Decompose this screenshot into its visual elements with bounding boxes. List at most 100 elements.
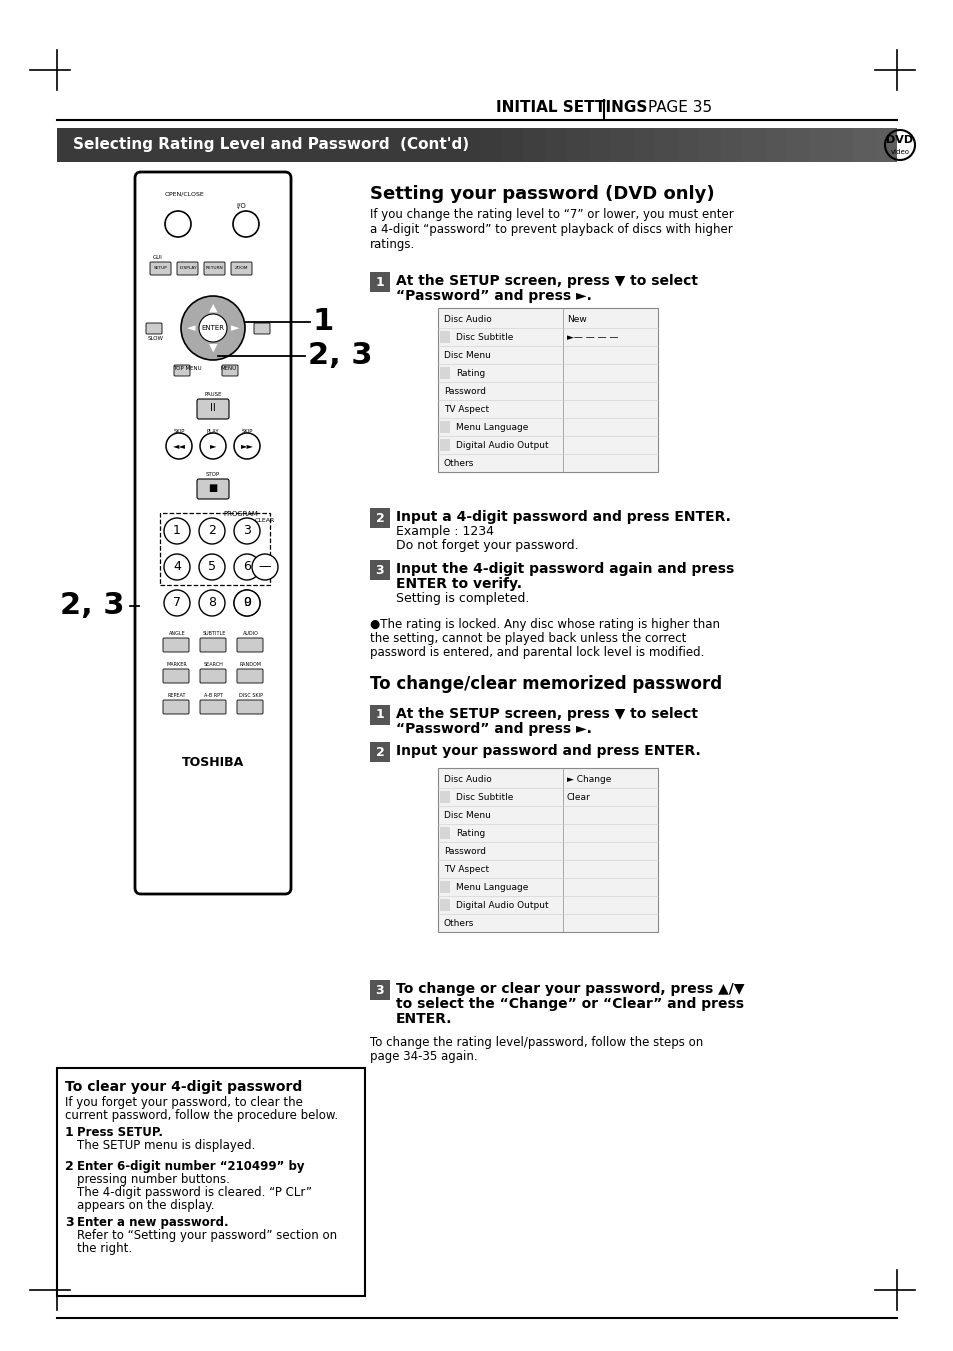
- Circle shape: [199, 554, 225, 580]
- Text: STOP: STOP: [206, 471, 220, 477]
- FancyBboxPatch shape: [135, 172, 291, 894]
- Text: Refer to “Setting your password” section on: Refer to “Setting your password” section…: [77, 1229, 336, 1242]
- Text: SKIP: SKIP: [241, 430, 253, 434]
- Text: Menu Language: Menu Language: [456, 423, 528, 431]
- FancyBboxPatch shape: [177, 262, 198, 276]
- Text: A-B RPT: A-B RPT: [204, 693, 223, 698]
- FancyBboxPatch shape: [200, 638, 226, 653]
- Text: ENTER to verify.: ENTER to verify.: [395, 577, 521, 590]
- Text: To change/clear memorized password: To change/clear memorized password: [370, 676, 721, 693]
- Text: —: —: [258, 561, 271, 574]
- Bar: [437, 308, 658, 471]
- Text: page 34-35 again.: page 34-35 again.: [370, 1050, 477, 1063]
- Text: Rating: Rating: [456, 828, 485, 838]
- Text: ANGLE: ANGLE: [169, 631, 185, 636]
- Text: Input your password and press ENTER.: Input your password and press ENTER.: [395, 744, 700, 758]
- Text: 2: 2: [375, 512, 384, 524]
- Text: Disc Menu: Disc Menu: [443, 350, 491, 359]
- Text: TV Aspect: TV Aspect: [443, 865, 489, 874]
- Text: Input the 4-digit password again and press: Input the 4-digit password again and pre…: [395, 562, 734, 576]
- Text: If you change the rating level to “7” or lower, you must enter: If you change the rating level to “7” or…: [370, 208, 733, 222]
- Circle shape: [233, 434, 260, 459]
- Bar: [160, 513, 270, 585]
- Text: CLEAR: CLEAR: [254, 517, 275, 523]
- Bar: [439, 898, 450, 911]
- FancyBboxPatch shape: [196, 399, 229, 419]
- Text: 6: 6: [243, 561, 251, 574]
- Text: To clear your 4-digit password: To clear your 4-digit password: [65, 1079, 302, 1094]
- Text: ▼: ▼: [209, 343, 217, 353]
- Bar: [852, 128, 874, 162]
- Text: At the SETUP screen, press ▼ to select: At the SETUP screen, press ▼ to select: [395, 274, 698, 288]
- Text: ▲: ▲: [209, 303, 217, 313]
- Text: ■: ■: [208, 484, 217, 493]
- Text: ►: ►: [210, 442, 216, 450]
- FancyBboxPatch shape: [200, 669, 226, 684]
- Text: the right.: the right.: [77, 1242, 132, 1255]
- Text: GUI: GUI: [152, 255, 163, 259]
- Text: SETUP: SETUP: [153, 266, 168, 270]
- Bar: [370, 742, 390, 762]
- Text: ◄◄: ◄◄: [172, 442, 185, 450]
- Bar: [742, 128, 764, 162]
- Text: ZOOM: ZOOM: [235, 266, 249, 270]
- Text: 2: 2: [208, 524, 215, 538]
- Bar: [522, 128, 544, 162]
- Text: 1: 1: [375, 708, 384, 721]
- Text: 1: 1: [375, 276, 384, 289]
- Text: The SETUP menu is displayed.: The SETUP menu is displayed.: [77, 1139, 255, 1152]
- Text: Others: Others: [443, 919, 474, 928]
- Text: PLAY: PLAY: [207, 430, 219, 434]
- Circle shape: [233, 517, 260, 544]
- Bar: [439, 827, 450, 839]
- Text: RANDOM: RANDOM: [240, 662, 262, 667]
- Text: Clear: Clear: [566, 793, 590, 801]
- Bar: [370, 272, 390, 292]
- Circle shape: [181, 296, 245, 359]
- Circle shape: [199, 313, 227, 342]
- Text: Disc Menu: Disc Menu: [443, 811, 491, 820]
- Text: INITIAL SETTINGS: INITIAL SETTINGS: [496, 100, 647, 115]
- Circle shape: [164, 517, 190, 544]
- Bar: [830, 128, 852, 162]
- Text: 3: 3: [65, 1216, 73, 1229]
- Text: Do not forget your password.: Do not forget your password.: [395, 539, 578, 553]
- Text: Others: Others: [443, 458, 474, 467]
- Text: Password: Password: [443, 847, 485, 855]
- Bar: [610, 128, 633, 162]
- FancyBboxPatch shape: [163, 700, 189, 713]
- Bar: [786, 128, 808, 162]
- Text: 2: 2: [65, 1161, 73, 1173]
- Text: MENU: MENU: [221, 366, 237, 372]
- Circle shape: [199, 590, 225, 616]
- Text: Enter 6-digit number “210499” by: Enter 6-digit number “210499” by: [77, 1161, 304, 1173]
- Text: MARKER: MARKER: [167, 662, 187, 667]
- Text: password is entered, and parental lock level is modified.: password is entered, and parental lock l…: [370, 646, 703, 659]
- Text: 2: 2: [375, 746, 384, 758]
- FancyBboxPatch shape: [173, 365, 190, 376]
- Text: appears on the display.: appears on the display.: [77, 1198, 214, 1212]
- Text: “Password” and press ►.: “Password” and press ►.: [395, 289, 591, 303]
- FancyBboxPatch shape: [196, 480, 229, 499]
- Text: The 4-digit password is cleared. “P CLr”: The 4-digit password is cleared. “P CLr”: [77, 1186, 312, 1198]
- Text: Disc Audio: Disc Audio: [443, 315, 491, 323]
- Bar: [57, 1069, 365, 1296]
- Text: Enter a new password.: Enter a new password.: [77, 1216, 229, 1229]
- Circle shape: [164, 590, 190, 616]
- Bar: [808, 128, 830, 162]
- Text: I/O: I/O: [235, 203, 246, 209]
- Text: DVD: DVD: [885, 135, 913, 145]
- Text: 9: 9: [243, 597, 251, 609]
- Bar: [456, 128, 478, 162]
- Bar: [655, 128, 677, 162]
- Text: 1: 1: [65, 1125, 73, 1139]
- Text: New: New: [566, 315, 586, 323]
- Circle shape: [164, 554, 190, 580]
- Text: SKIP: SKIP: [173, 430, 185, 434]
- Bar: [439, 422, 450, 434]
- Text: ENTER: ENTER: [201, 326, 224, 331]
- Text: Selecting Rating Level and Password  (Cont'd): Selecting Rating Level and Password (Con…: [73, 138, 469, 153]
- Text: TOP MENU: TOP MENU: [172, 366, 201, 372]
- Text: Menu Language: Menu Language: [456, 882, 528, 892]
- Bar: [370, 979, 390, 1000]
